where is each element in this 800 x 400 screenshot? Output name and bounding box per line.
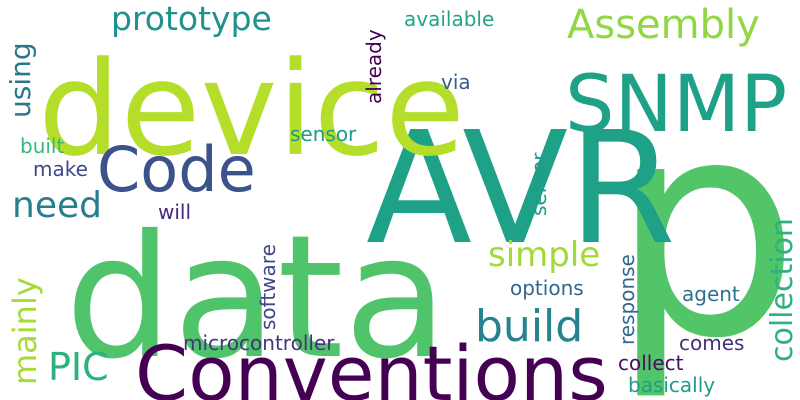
word-basically: basically bbox=[628, 373, 716, 397]
word-comes: comes bbox=[679, 331, 745, 355]
word-response: response bbox=[615, 254, 639, 345]
word-agent: agent bbox=[682, 282, 740, 306]
word-mainly: mainly bbox=[6, 277, 44, 385]
word-will: will bbox=[158, 200, 192, 224]
word-p: p bbox=[610, 55, 800, 400]
word-microcontroller: microcontroller bbox=[183, 331, 335, 355]
word-via: via bbox=[441, 70, 471, 94]
word-simple: simple bbox=[488, 235, 601, 275]
word-collect: collect bbox=[618, 351, 684, 375]
word-sensor: sensor bbox=[290, 122, 357, 146]
word-software: software bbox=[256, 244, 280, 330]
word-device: device bbox=[38, 33, 466, 185]
word-using: using bbox=[4, 42, 37, 118]
word-collection: collection bbox=[765, 218, 800, 362]
word-server: server bbox=[527, 152, 551, 216]
word-built: built bbox=[20, 134, 65, 158]
word-snmp: SNMP bbox=[565, 60, 788, 150]
word-need: need bbox=[12, 185, 102, 226]
word-prototype: prototype bbox=[111, 0, 272, 38]
word-build: build bbox=[475, 301, 584, 352]
word-available: available bbox=[404, 7, 495, 31]
word-conventions: Conventions bbox=[135, 329, 608, 400]
word-avr: AVR bbox=[366, 98, 676, 279]
word-data: data bbox=[65, 199, 448, 397]
word-code: Code bbox=[97, 133, 256, 206]
word-make: make bbox=[33, 157, 88, 181]
word-pic: PIC bbox=[48, 345, 109, 389]
word-already: already bbox=[362, 29, 386, 104]
word-assembly: Assembly bbox=[567, 2, 760, 48]
word-options: options bbox=[510, 276, 584, 300]
